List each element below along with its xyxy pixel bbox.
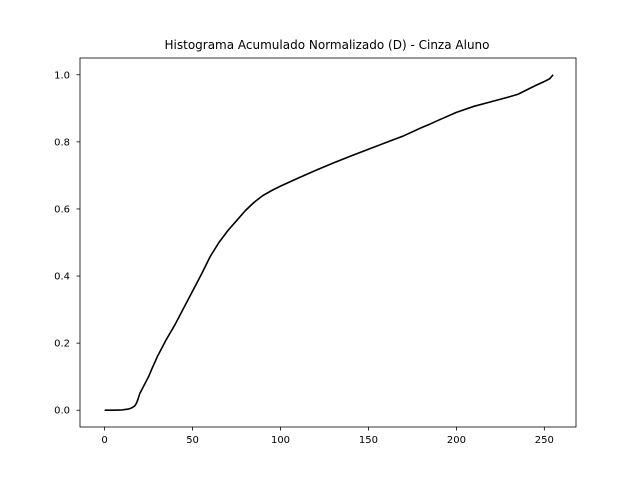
cumulative-histogram-line: [104, 74, 554, 412]
y-tick-label: 1.0: [54, 70, 70, 81]
y-tick-label: 0.6: [54, 204, 70, 215]
x-tick-label: 100: [271, 435, 290, 446]
y-tick-label: 0.0: [54, 406, 70, 417]
chart-title: Histograma Acumulado Normalizado (D) - C…: [165, 38, 490, 52]
x-tick-label: 0: [101, 435, 107, 446]
x-tick-label: 150: [359, 435, 378, 446]
y-tick-label: 0.8: [54, 137, 70, 148]
x-tick-label: 200: [447, 435, 466, 446]
plot-area: 0 50 100 150 200 250 0.0 0.2 0.4 0.6 0.8 1.0: [54, 57, 577, 446]
x-tick-label: 250: [535, 435, 554, 446]
axes-frame: [79, 57, 577, 428]
x-tick-label: 50: [186, 435, 199, 446]
y-tick-label: 0.4: [54, 272, 70, 283]
y-tick-label: 0.2: [54, 339, 70, 350]
